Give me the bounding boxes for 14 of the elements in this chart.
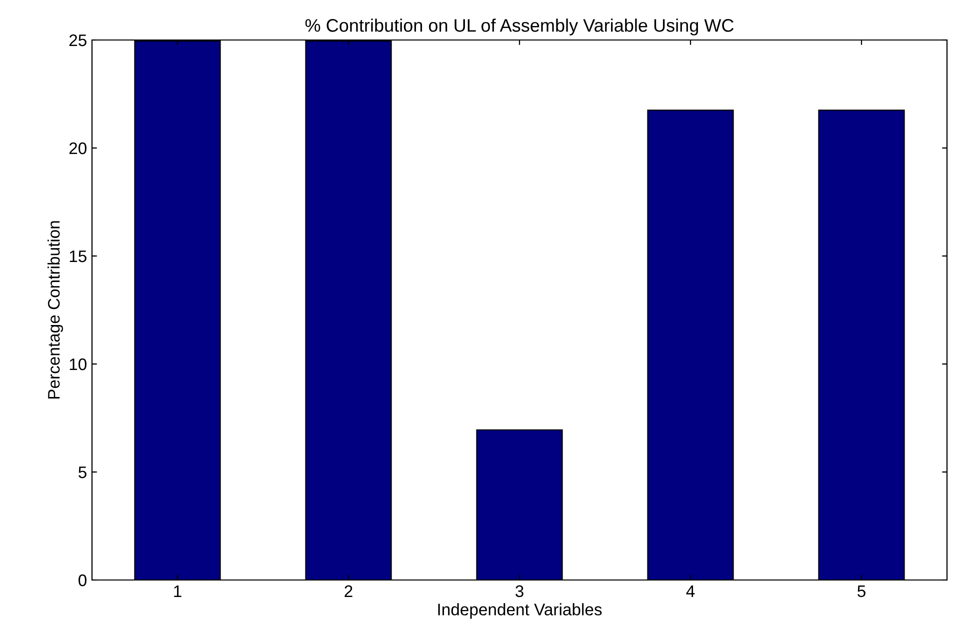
y-tick-label: 20 — [69, 142, 86, 154]
x-tick-label: 2 — [344, 585, 352, 597]
x-tick-label: 4 — [686, 585, 695, 597]
x-axis-title: Independent Variables — [438, 603, 602, 619]
y-tick-label: 25 — [69, 34, 86, 46]
x-tick-label: 1 — [174, 585, 182, 597]
y-axis-title: Percentage Contribution — [48, 221, 64, 398]
y-tick-label: 5 — [78, 466, 86, 478]
y-tick-label: 10 — [70, 358, 86, 370]
y-tick-label: 0 — [78, 574, 86, 586]
chart-title: % Contribution on UL of Assembly Variable Using WC — [305, 18, 734, 36]
x-tick-label: 3 — [516, 585, 524, 598]
x-tick-label: 5 — [858, 585, 866, 598]
y-tick-label: 15 — [70, 250, 86, 262]
